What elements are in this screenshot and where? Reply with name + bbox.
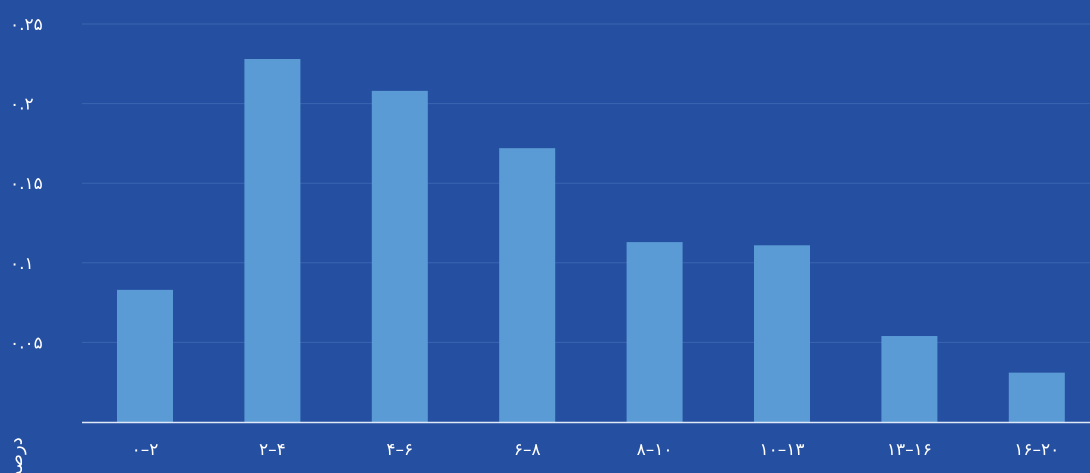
x-tick-label: ۰–۲ [132, 440, 159, 460]
x-tick-label: ۴–۶ [386, 440, 413, 460]
y-tick-label: ۰.۰۵ [10, 333, 43, 353]
bar-4 [499, 148, 556, 422]
bar-6 [754, 245, 810, 422]
x-tick-label: ۱۳–۱۶ [887, 440, 932, 460]
x-tick-labels: ۰–۲ ۲–۴ ۴–۶ ۶–۸ ۸–۱۰ ۱۰–۱۳ ۱۳–۱۶ ۱۶–۲۰ [132, 440, 1060, 460]
x-tick-label: ۶–۸ [514, 440, 541, 460]
x-tick-label: ۸–۱۰ [637, 440, 673, 460]
bar-1 [117, 289, 173, 422]
y-tick-labels: ۰.۰۵ ۰.۱ ۰.۱۵ ۰.۲ ۰.۲۵ [10, 15, 43, 353]
y-tick-label: ۰.۲۵ [10, 15, 43, 35]
x-tick-label: ۱۰–۱۳ [759, 440, 804, 460]
bar-7 [881, 336, 938, 422]
bars-layer [117, 59, 1065, 423]
y-tick-label: ۰.۱۵ [10, 174, 43, 194]
bar-2 [244, 59, 301, 423]
y-axis-title: درصد [6, 437, 27, 473]
bar-3 [371, 90, 428, 422]
x-tick-label: ۲–۴ [259, 440, 286, 460]
grid-layer [82, 23, 1090, 343]
x-tick-label: ۱۶–۲۰ [1014, 440, 1059, 460]
bar-8 [1008, 372, 1065, 422]
y-tick-label: ۰.۲ [10, 95, 34, 115]
y-tick-label: ۰.۱ [10, 254, 34, 274]
bar-5 [626, 242, 683, 422]
